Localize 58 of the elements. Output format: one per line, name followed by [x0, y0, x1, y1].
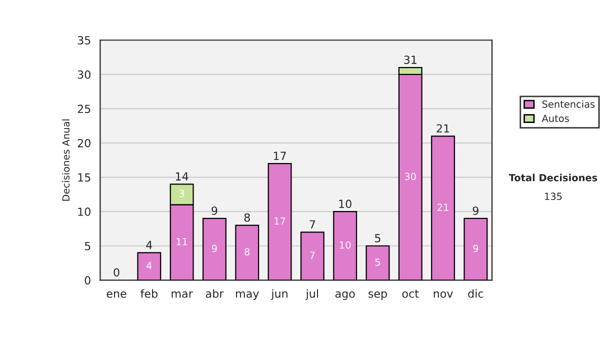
bar [431, 136, 456, 280]
x-tick-label: sep [368, 291, 387, 300]
data-label: 11 [176, 238, 188, 246]
legend-label: Autos [542, 114, 569, 122]
total-label: 5 [375, 234, 380, 242]
bar [137, 252, 162, 280]
data-label: 10 [340, 241, 351, 249]
x-tick-label: ago [335, 291, 355, 300]
data-label: 9 [473, 244, 478, 252]
data-label: 21 [438, 204, 448, 211]
y-tick-label: 25 [78, 104, 90, 114]
x-tick-label: ene [106, 291, 126, 298]
x-tick-label: oct [402, 290, 419, 298]
x-tick-label: may [236, 291, 259, 300]
y-tick-label: 30 [78, 70, 90, 79]
bar [464, 218, 488, 280]
y-tick-label: 5 [84, 242, 90, 250]
total-label: 10 [339, 200, 352, 208]
total-label: 9 [472, 206, 478, 215]
y-tick-label: 0 [84, 276, 90, 285]
total-label: 9 [212, 206, 218, 215]
bar [300, 232, 324, 280]
total-label: 17 [274, 152, 286, 160]
data-label: 5 [375, 258, 380, 266]
total-label: 21 [436, 124, 450, 132]
total-label: 31 [404, 56, 416, 64]
x-tick-label: feb [140, 289, 158, 298]
bar [202, 218, 226, 280]
data-label: 7 [310, 252, 315, 259]
data-label: 4 [146, 262, 152, 270]
y-tick-label: 35 [78, 36, 90, 44]
data-label: 9 [212, 244, 217, 252]
text: 135 [544, 192, 562, 200]
y-tick-label: 15 [78, 173, 90, 182]
x-tick-label: nov [434, 291, 453, 298]
y-tick-label: 10 [78, 208, 90, 216]
legend-label: Sentencias [542, 100, 595, 108]
bar [235, 224, 260, 280]
x-tick-label: jul [306, 289, 318, 300]
x-tick-label: dic [468, 289, 484, 298]
data-label: 3 [179, 190, 184, 198]
data-label: 30 [404, 172, 416, 180]
y-tick-label: 20 [78, 138, 90, 148]
text: Total Decisiones [508, 174, 598, 182]
total-label: 14 [176, 172, 188, 180]
bar [333, 211, 358, 280]
total-label: 8 [244, 213, 250, 222]
total-label: 4 [146, 240, 152, 250]
y-axis-title: Decisiones Anual [62, 119, 70, 201]
total-label: 0 [114, 268, 120, 277]
bar [366, 245, 390, 280]
x-tick-label: abr [206, 289, 224, 298]
x-tick-label: mar [172, 291, 193, 298]
data-label: 8 [244, 248, 250, 256]
x-tick-label: jun [270, 289, 288, 300]
bar [268, 163, 292, 280]
total-label: 7 [310, 220, 316, 228]
data-label: 17 [274, 217, 286, 225]
